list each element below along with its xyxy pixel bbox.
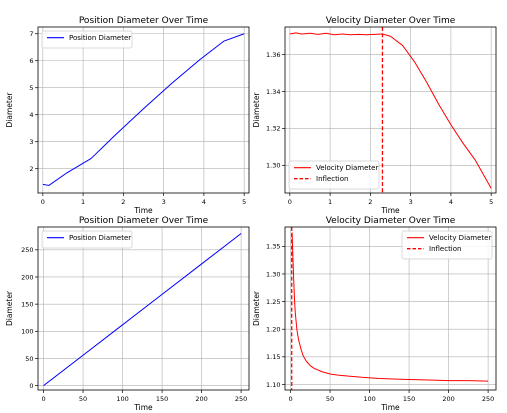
legend-entry: Velocity Diameter [429, 234, 491, 242]
legend-box [41, 30, 133, 49]
x-tick-label: 2 [368, 198, 372, 206]
y-tick-label: 1.30 [266, 162, 280, 170]
y-tick-label: 5 [29, 84, 33, 92]
legend: Velocity Diameter Inflection [401, 230, 493, 260]
x-tick-label: 200 [442, 395, 454, 403]
legend-entry: Position Diameter [69, 234, 131, 242]
x-tick-label: 150 [156, 395, 168, 403]
chart-title: Position Diameter Over Time [79, 16, 209, 26]
x-tick-label: 0 [41, 198, 45, 206]
y-tick-label: 3 [29, 138, 33, 146]
y-axis-label: Diameter [5, 92, 14, 128]
legend-box [288, 160, 380, 190]
chart-panel-4: 0 50 100 150 200 250 1.10 1.15 1.20 1.25 1.30 1.35 V… [252, 216, 497, 412]
y-tick-label: 1.36 [266, 51, 280, 59]
series-line-velocity-diameter [291, 232, 489, 382]
y-tick-label: 1.15 [266, 353, 280, 361]
y-tick-label: 1.25 [266, 298, 280, 306]
legend: Position Diameter [41, 30, 133, 49]
y-tick-label: 2 [29, 165, 33, 173]
x-tick-label: 150 [403, 395, 415, 403]
y-tick-label: 1.30 [266, 270, 280, 278]
x-tick-label: 2 [121, 198, 125, 206]
chart-panel-3: 0 50 100 150 200 250 0 50 100 150 200 250 Position D… [5, 216, 250, 412]
x-tick-label: 3 [409, 198, 413, 206]
y-axis-label: Diameter [5, 290, 14, 326]
y-tick-label: 1.10 [266, 381, 280, 389]
chart-panel-2: 0 1 2 3 4 5 1.30 1.32 1.34 1.36 Velocity Diameter … [252, 16, 497, 215]
x-tick-label: 5 [242, 198, 246, 206]
plot-frame [284, 226, 497, 391]
x-tick-label: 0 [288, 198, 292, 206]
x-tick-label: 100 [116, 395, 128, 403]
x-axis-label: Time [133, 206, 153, 215]
x-tick-label: 4 [449, 198, 453, 206]
y-axis-label: Diameter [252, 290, 261, 326]
plot-frame [284, 26, 497, 194]
series-line-position-diameter [43, 233, 242, 387]
plot-frame [37, 26, 250, 194]
y-tick-label: 1.35 [266, 243, 280, 251]
series-line-position-diameter [42, 33, 245, 186]
x-axis-label: Time [380, 403, 400, 412]
x-tick-label: 1 [81, 198, 85, 206]
legend: Velocity Diameter Inflection [288, 160, 380, 190]
x-axis-label: Time [380, 206, 400, 215]
y-tick-label: 7 [29, 30, 33, 38]
y-tick-label: 6 [29, 57, 33, 65]
y-tick-label: 1.32 [266, 125, 280, 133]
y-tick-label: 50 [25, 355, 33, 363]
legend-entry: Inflection [429, 245, 461, 253]
x-tick-label: 0 [41, 395, 45, 403]
x-tick-label: 100 [363, 395, 375, 403]
y-tick-label: 1.34 [266, 88, 280, 96]
chart-title: Velocity Diameter Over Time [326, 216, 456, 226]
x-tick-label: 50 [79, 395, 87, 403]
plot-frame [37, 226, 250, 391]
x-tick-label: 200 [195, 395, 207, 403]
x-tick-label: 1 [328, 198, 332, 206]
legend-box [41, 230, 133, 249]
legend-box [401, 230, 493, 260]
y-axis-label: Diameter [252, 92, 261, 128]
y-tick-label: 150 [21, 300, 33, 308]
legend-entry: Velocity Diameter [316, 164, 378, 172]
legend-entry: Inflection [316, 175, 348, 183]
x-tick-label: 4 [202, 198, 206, 206]
x-tick-label: 5 [489, 198, 493, 206]
y-tick-label: 100 [21, 328, 33, 336]
chart-title: Position Diameter Over Time [79, 216, 209, 226]
x-tick-label: 250 [235, 395, 247, 403]
x-tick-label: 3 [162, 198, 166, 206]
y-tick-label: 4 [29, 111, 33, 119]
x-axis-label: Time [133, 403, 153, 412]
chart-title: Velocity Diameter Over Time [326, 16, 456, 26]
y-tick-label: 0 [29, 382, 33, 390]
y-tick-label: 1.20 [266, 326, 280, 334]
y-tick-label: 250 [21, 246, 33, 254]
x-tick-label: 250 [482, 395, 494, 403]
legend-entry: Position Diameter [69, 34, 131, 42]
legend: Position Diameter [41, 230, 133, 249]
x-tick-label: 50 [326, 395, 334, 403]
series-line-velocity-diameter [289, 32, 492, 189]
chart-panel-1: 0 1 2 3 4 5 2 3 4 5 6 7 Position Diameter Over Time T… [5, 16, 250, 215]
y-tick-label: 200 [21, 273, 33, 281]
x-tick-label: 0 [288, 395, 292, 403]
